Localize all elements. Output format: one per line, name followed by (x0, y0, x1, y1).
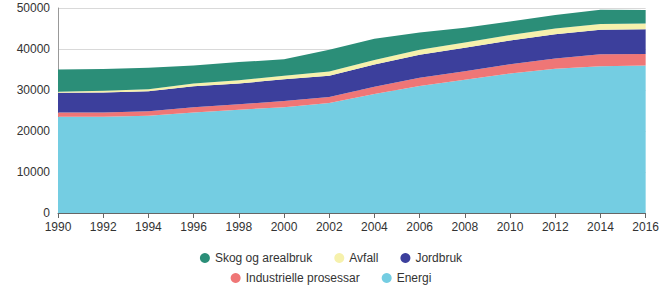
svg-text:2004: 2004 (361, 220, 388, 234)
svg-text:Avfall: Avfall (349, 251, 378, 265)
svg-text:Industrielle prosessar: Industrielle prosessar (246, 271, 360, 285)
svg-text:10000: 10000 (17, 165, 51, 179)
svg-text:2006: 2006 (406, 220, 433, 234)
svg-text:2010: 2010 (497, 220, 524, 234)
svg-text:2000: 2000 (271, 220, 298, 234)
svg-text:50000: 50000 (17, 1, 51, 15)
svg-text:2016: 2016 (632, 220, 659, 234)
svg-text:2012: 2012 (542, 220, 569, 234)
svg-text:40000: 40000 (17, 42, 51, 56)
svg-text:2014: 2014 (587, 220, 614, 234)
svg-text:20000: 20000 (17, 124, 51, 138)
svg-text:30000: 30000 (17, 83, 51, 97)
svg-text:1994: 1994 (135, 220, 162, 234)
svg-text:Skog og arealbruk: Skog og arealbruk (215, 251, 313, 265)
svg-text:1990: 1990 (45, 220, 72, 234)
svg-text:2008: 2008 (451, 220, 478, 234)
svg-text:Energi: Energi (397, 271, 432, 285)
svg-text:1998: 1998 (225, 220, 252, 234)
svg-text:1996: 1996 (180, 220, 207, 234)
svg-text:0: 0 (43, 206, 50, 220)
svg-text:Jordbruk: Jordbruk (415, 251, 463, 265)
svg-text:2002: 2002 (316, 220, 343, 234)
svg-text:1992: 1992 (90, 220, 117, 234)
